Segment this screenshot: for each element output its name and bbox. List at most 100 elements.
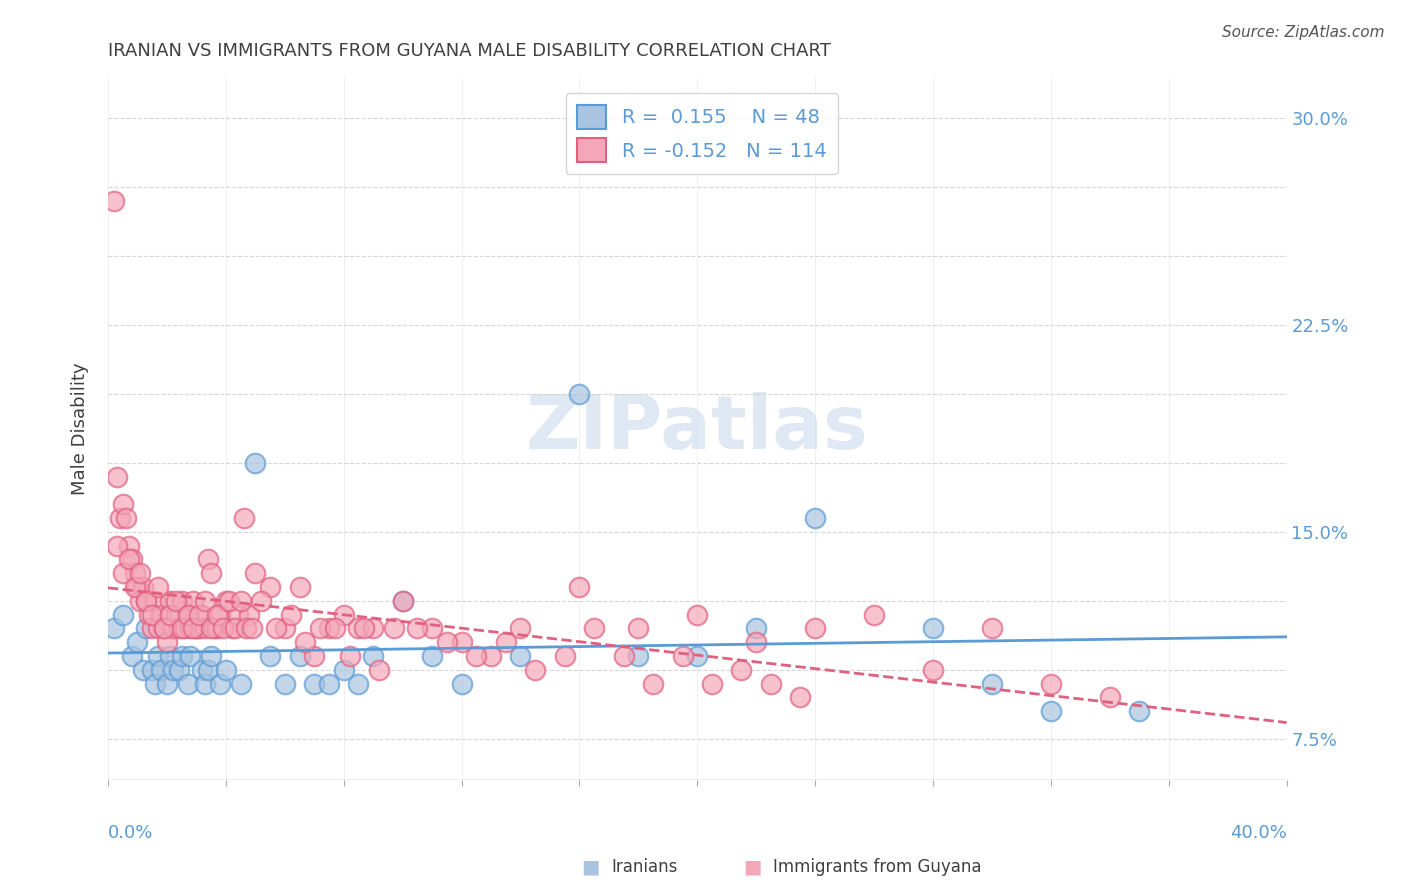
- Point: [250, 594, 273, 608]
- Point: [759, 676, 782, 690]
- Point: [186, 622, 208, 636]
- Point: [583, 622, 606, 636]
- Point: [347, 622, 370, 636]
- Point: [863, 607, 886, 622]
- Point: [288, 580, 311, 594]
- Point: [156, 635, 179, 649]
- Point: [162, 663, 184, 677]
- Point: [613, 648, 636, 663]
- Point: [159, 594, 181, 608]
- Point: [146, 580, 169, 594]
- Point: [138, 607, 160, 622]
- Point: [215, 663, 238, 677]
- Point: [568, 387, 591, 401]
- Point: [524, 663, 547, 677]
- Point: [382, 622, 405, 636]
- Point: [1098, 690, 1121, 705]
- Point: [215, 594, 238, 608]
- Point: [509, 648, 531, 663]
- Point: [229, 594, 252, 608]
- Point: [304, 648, 326, 663]
- Point: [117, 552, 139, 566]
- Point: [176, 607, 198, 622]
- Point: [117, 539, 139, 553]
- Point: [188, 622, 211, 636]
- Text: 0.0%: 0.0%: [108, 824, 153, 842]
- Point: [224, 622, 246, 636]
- Point: [922, 622, 945, 636]
- Point: [129, 566, 152, 581]
- Point: [132, 663, 155, 677]
- Point: [420, 622, 443, 636]
- Point: [479, 648, 502, 663]
- Point: [170, 622, 193, 636]
- Point: [194, 594, 217, 608]
- Point: [294, 635, 316, 649]
- Text: Iranians: Iranians: [612, 858, 678, 876]
- Point: [318, 676, 340, 690]
- Point: [450, 635, 472, 649]
- Point: [353, 622, 375, 636]
- Point: [465, 648, 488, 663]
- Point: [981, 676, 1004, 690]
- Point: [167, 663, 190, 677]
- Point: [205, 607, 228, 622]
- Point: [153, 622, 176, 636]
- Point: [627, 648, 650, 663]
- Point: [304, 676, 326, 690]
- Point: [235, 622, 257, 636]
- Point: [245, 456, 267, 470]
- Point: [132, 580, 155, 594]
- Point: [245, 566, 267, 581]
- Point: [229, 676, 252, 690]
- Point: [221, 622, 243, 636]
- Point: [208, 607, 231, 622]
- Point: [200, 648, 222, 663]
- Point: [288, 648, 311, 663]
- Point: [361, 622, 384, 636]
- Point: [804, 622, 827, 636]
- Point: [191, 607, 214, 622]
- Point: [105, 539, 128, 553]
- Point: [121, 648, 143, 663]
- Point: [643, 676, 665, 690]
- Point: [141, 622, 163, 636]
- Point: [200, 622, 222, 636]
- Point: [156, 676, 179, 690]
- Point: [183, 622, 205, 636]
- Point: [108, 511, 131, 525]
- Point: [1039, 704, 1062, 718]
- Point: [226, 607, 249, 622]
- Point: [124, 580, 146, 594]
- Point: [114, 511, 136, 525]
- Point: [153, 622, 176, 636]
- Point: [159, 607, 181, 622]
- Point: [259, 580, 281, 594]
- Point: [730, 663, 752, 677]
- Point: [1128, 704, 1150, 718]
- Text: Source: ZipAtlas.com: Source: ZipAtlas.com: [1222, 25, 1385, 40]
- Point: [170, 648, 193, 663]
- Point: [218, 594, 240, 608]
- Point: [159, 648, 181, 663]
- Point: [188, 607, 211, 622]
- Point: [162, 622, 184, 636]
- Point: [436, 635, 458, 649]
- Point: [391, 594, 413, 608]
- Point: [406, 622, 429, 636]
- Point: [197, 552, 219, 566]
- Point: [450, 676, 472, 690]
- Text: IRANIAN VS IMMIGRANTS FROM GUYANA MALE DISABILITY CORRELATION CHART: IRANIAN VS IMMIGRANTS FROM GUYANA MALE D…: [108, 42, 831, 60]
- Point: [332, 663, 354, 677]
- Text: Immigrants from Guyana: Immigrants from Guyana: [773, 858, 981, 876]
- Point: [170, 594, 193, 608]
- Point: [143, 676, 166, 690]
- Point: [129, 594, 152, 608]
- Point: [686, 607, 709, 622]
- Point: [146, 648, 169, 663]
- Point: [339, 648, 361, 663]
- Point: [179, 648, 201, 663]
- Point: [183, 594, 205, 608]
- Point: [111, 566, 134, 581]
- Point: [143, 594, 166, 608]
